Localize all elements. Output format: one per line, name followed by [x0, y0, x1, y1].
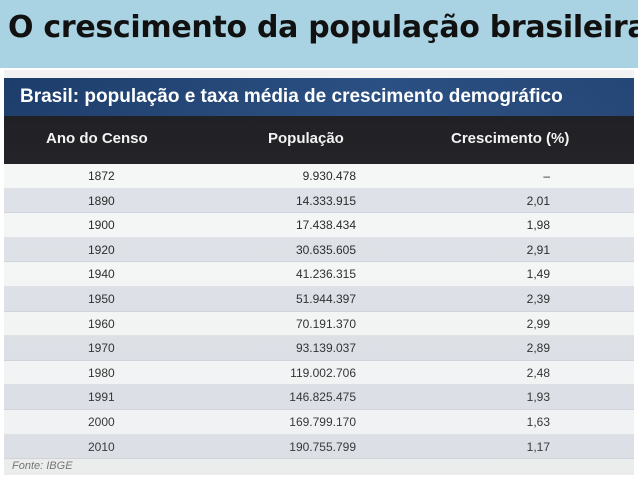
table-row: 1900 17.438.434 1,98	[4, 213, 634, 238]
table-body: 1872 9.930.478 – 1890 14.333.915 2,01 1900 17.4…	[4, 164, 634, 460]
table-image: Brasil: população e taxa média de cresci…	[4, 70, 634, 475]
table-heading: Brasil: população e taxa média de cresci…	[4, 78, 634, 116]
cell-year: 1920	[88, 242, 115, 257]
cell-growth: 2,89	[526, 341, 550, 356]
cell-population: 30.635.605	[295, 242, 356, 257]
cell-population: 93.139.037	[295, 341, 356, 356]
cell-population: 41.236.315	[295, 267, 356, 282]
cell-year: 1960	[88, 316, 115, 331]
cell-growth: 2,01	[526, 193, 550, 208]
cell-growth: 2,99	[526, 316, 550, 331]
cell-growth: –	[543, 169, 550, 183]
table-row: 1940 41.236.315 1,49	[4, 262, 634, 287]
cell-population: 70.191.370	[295, 316, 356, 331]
table-row: 1920 30.635.605 2,91	[4, 237, 634, 263]
cell-population: 146.825.475	[289, 390, 356, 405]
cell-population: 190.755.799	[289, 439, 356, 454]
source-note: Fonte: IBGE	[12, 460, 73, 472]
cell-population: 169.799.170	[289, 414, 356, 429]
cell-growth: 1,98	[526, 218, 550, 233]
cell-year: 1950	[88, 291, 115, 306]
cell-growth: 1,17	[526, 439, 550, 454]
cell-year: 1900	[88, 218, 115, 233]
column-header-growth: Crescimento (%)	[451, 130, 570, 147]
cell-population: 17.438.434	[295, 218, 356, 233]
cell-growth: 2,48	[526, 365, 550, 380]
cell-growth: 1,63	[526, 414, 550, 429]
cell-year: 2000	[88, 414, 115, 429]
cell-growth: 1,93	[526, 390, 550, 405]
cell-growth: 2,39	[526, 291, 550, 306]
cell-growth: 2,91	[526, 242, 550, 257]
table-row: 1950 51.944.397 2,39	[4, 286, 634, 312]
table-row: 1960 70.191.370 2,99	[4, 311, 634, 337]
slide-title: O crescimento da população brasileira	[0, 0, 638, 68]
cell-year: 2010	[88, 439, 115, 454]
cell-population: 9.930.478	[302, 169, 356, 183]
table-row: 1970 93.139.037 2,89	[4, 336, 634, 361]
column-header-row: Ano do Censo População Crescimento (%)	[4, 116, 634, 164]
column-header-population: População	[268, 130, 344, 147]
table-row: 2000 169.799.170 1,63	[4, 409, 634, 435]
table-row: 1980 119.002.706 2,48	[4, 360, 634, 386]
cell-year: 1890	[88, 193, 115, 208]
table-row: 1890 14.333.915 2,01	[4, 188, 634, 214]
table-row: 1872 9.930.478 –	[4, 164, 634, 189]
cell-population: 14.333.915	[295, 193, 356, 208]
table-row: 2010 190.755.799 1,17	[4, 434, 634, 460]
cell-year: 1991	[88, 390, 115, 405]
cell-year: 1980	[88, 365, 115, 380]
column-header-year: Ano do Censo	[46, 130, 148, 147]
cell-growth: 1,49	[526, 267, 550, 282]
cell-population: 119.002.706	[290, 365, 356, 380]
cell-year: 1970	[88, 341, 115, 356]
table-row: 1991 146.825.475 1,93	[4, 385, 634, 410]
cell-population: 51.944.397	[295, 291, 356, 306]
cell-year: 1872	[88, 169, 115, 183]
cell-year: 1940	[88, 267, 115, 282]
